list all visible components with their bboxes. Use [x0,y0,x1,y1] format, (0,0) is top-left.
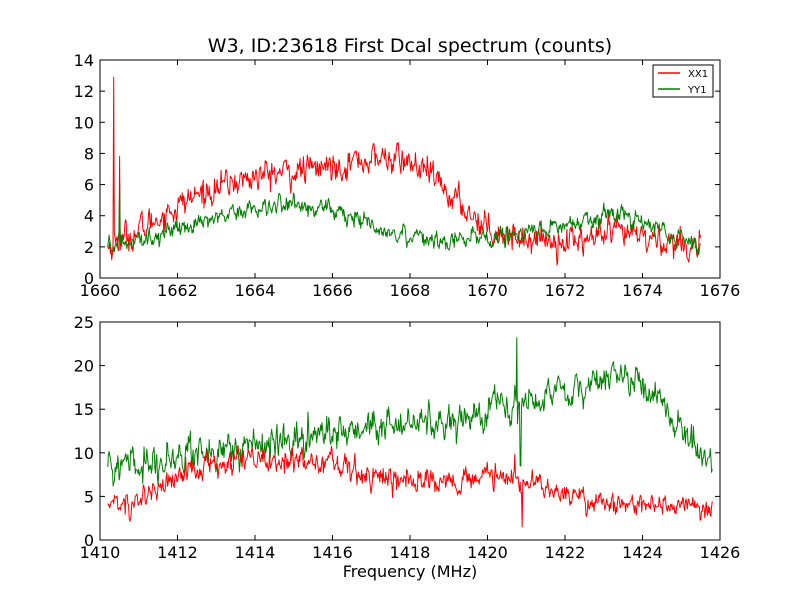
legend-box [652,64,714,98]
x-tick-label: 1670 [467,281,508,300]
x-tick-label: 1418 [390,543,431,562]
series-line-0-0 [107,76,702,266]
x-tick-label: 1674 [622,281,663,300]
legend-label-xx1: XX1 [688,69,708,80]
y-tick-label: 14 [74,51,94,70]
series-line-1-1 [107,445,713,528]
y-tick-label: 5 [84,487,94,506]
y-tick-label: 8 [84,144,94,163]
bottom-plot-lines [107,337,713,528]
y-tick-label: 20 [74,357,94,376]
y-tick-label: 6 [84,176,94,195]
x-tick-label: 1676 [700,281,741,300]
y-tick-label: 12 [74,82,94,101]
y-tick-label: 0 [84,531,94,550]
top-axis-ticks: 1660 1662 1664 1666 1668 1670 1672 1674 1676 0 2 4 6… [74,51,741,300]
y-tick-label: 4 [84,207,94,226]
y-tick-label: 15 [74,400,94,419]
x-tick-label: 1412 [157,543,198,562]
x-tick-label: 1660 [80,281,121,300]
x-tick-label: 1422 [545,543,586,562]
y-tick-label: 25 [74,313,94,332]
bottom-spectrum-panel: 1410 1412 1414 1416 1418 1420 1422 1424 1426 0 5 10… [74,313,741,562]
series-line-0-1 [107,182,702,256]
legend-label-yy1: YY1 [687,85,707,96]
x-axis-label: Frequency (MHz) [343,562,477,581]
y-tick-label: 10 [74,444,94,463]
x-tick-label: 1416 [312,543,353,562]
x-tick-label: 1414 [235,543,276,562]
chart-title: W3, ID:23618 First Dcal spectrum (counts… [208,35,612,57]
y-tick-label: 10 [74,113,94,132]
y-tick-label: 2 [84,238,94,257]
x-tick-label: 1664 [235,281,276,300]
y-tick-label: 0 [84,269,94,288]
x-tick-label: 1668 [390,281,431,300]
x-tick-label: 1410 [80,543,121,562]
x-tick-label: 1424 [622,543,663,562]
x-tick-label: 1420 [467,543,508,562]
x-tick-label: 1672 [545,281,586,300]
x-tick-label: 1426 [700,543,741,562]
x-tick-label: 1666 [312,281,353,300]
legend: XX1 YY1 [652,64,714,98]
top-spectrum-panel: 1660 1662 1664 1666 1668 1670 1672 1674 1676 0 2 4 6… [74,51,741,300]
bottom-axis-ticks: 1410 1412 1414 1416 1418 1420 1422 1424 1426 0 5 10… [74,313,741,562]
top-plot-lines [107,76,702,266]
x-tick-label: 1662 [157,281,198,300]
